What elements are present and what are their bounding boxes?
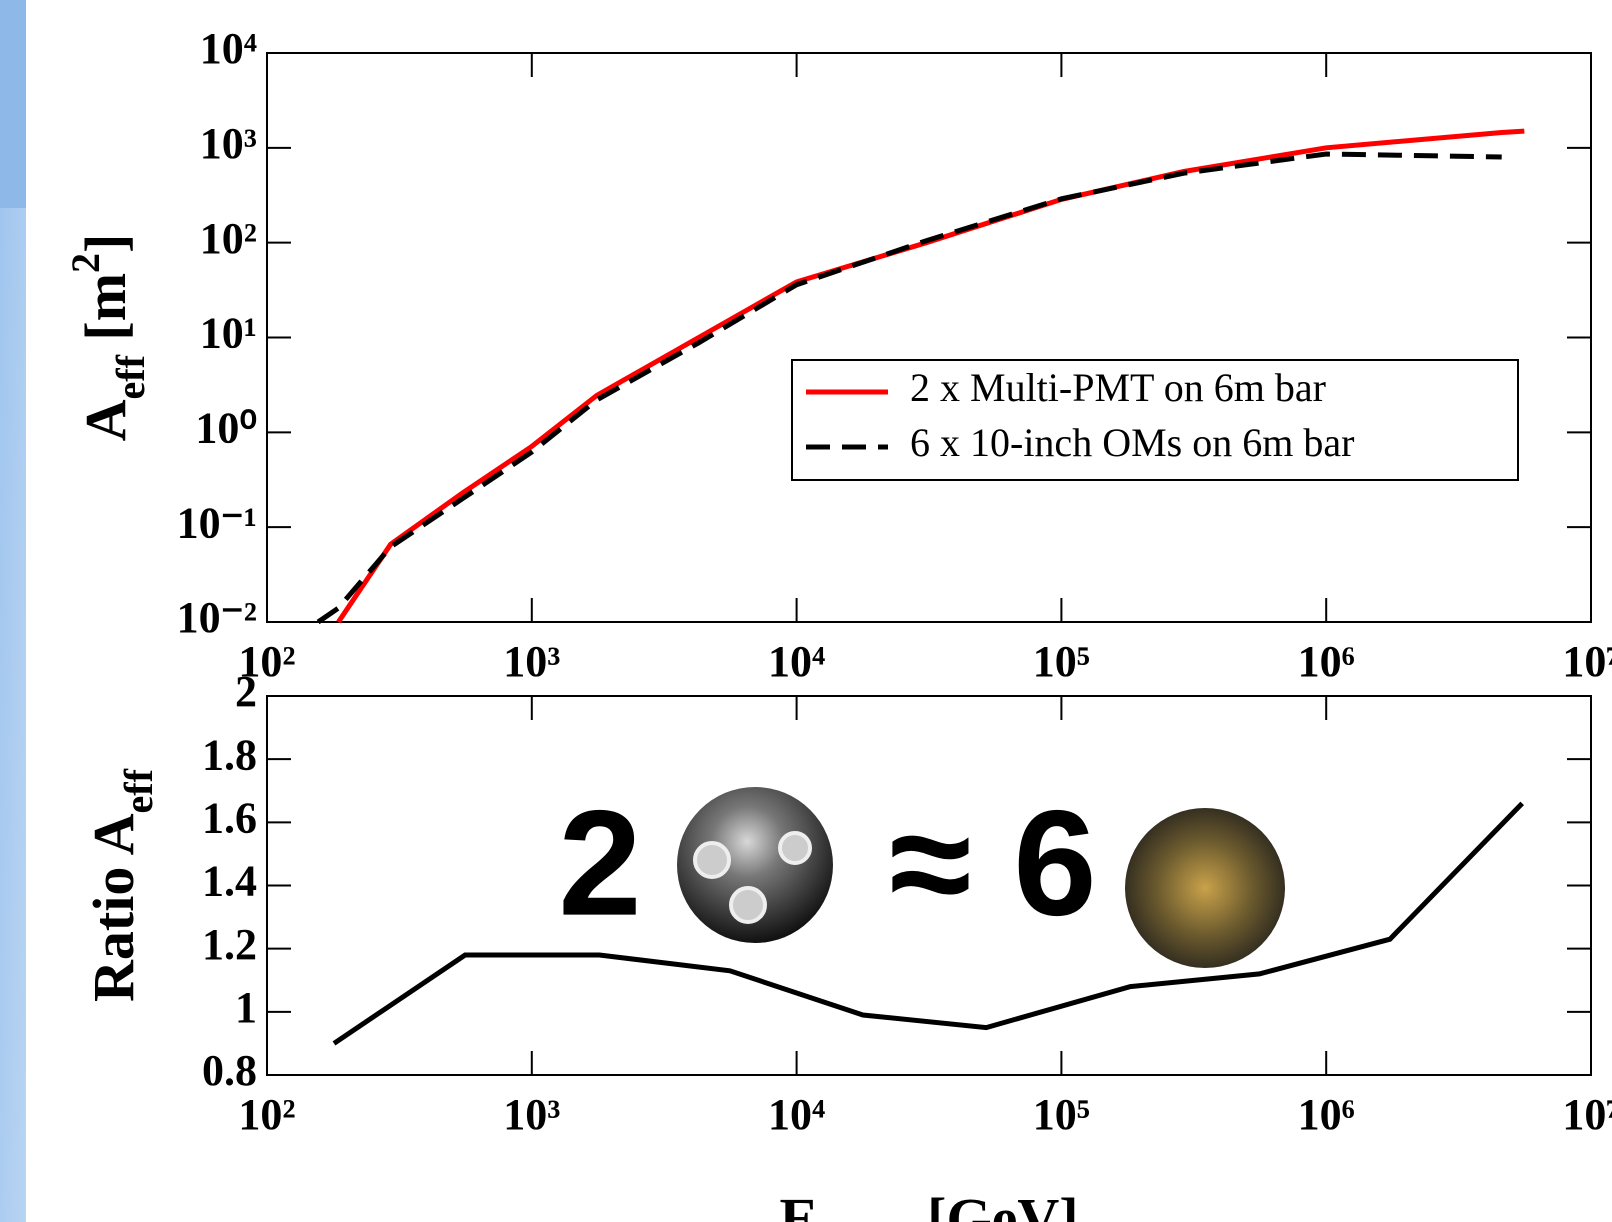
y-tick-label: 1.8 (202, 730, 257, 779)
y-tick-label: 10⁻¹ (177, 498, 257, 547)
x-tick-label: 10⁵ (1033, 1090, 1090, 1139)
annotation: ≈ 6 (889, 779, 1096, 947)
x-tick-label: 10⁷ (1562, 637, 1612, 686)
side-strip-top (0, 0, 26, 208)
x-tick-label: 10⁶ (1298, 637, 1355, 686)
y-tick-label: 10⁴ (200, 24, 257, 73)
x-tick-label: 10³ (503, 637, 560, 686)
x-tick-label: 10³ (503, 1090, 560, 1139)
axis-label-part: ] (73, 234, 138, 253)
axis-label-part: eff (108, 354, 153, 399)
axis-label-part: [m (73, 273, 138, 355)
y-tick-label: 2 (235, 667, 257, 716)
y-tick-label: 10¹ (200, 309, 257, 358)
plots: 10²10³10⁴10⁵10⁶10⁷10⁻²10⁻¹10⁰10¹10²10³10… (63, 24, 1612, 1222)
y-tick-label: 1.2 (202, 920, 257, 969)
pmt (780, 833, 810, 863)
x-tick-label: 10⁴ (768, 637, 825, 686)
om-image (1125, 808, 1285, 968)
x-tick-label: 10⁶ (1298, 1090, 1355, 1139)
x-tick-label: 10⁵ (1033, 637, 1090, 686)
page: {"chart_data": [ {"type": "line", "xscal… (0, 0, 1612, 1222)
x-tick-label: 10⁴ (768, 1090, 825, 1139)
y-tick-label: 10³ (200, 119, 257, 168)
axis-label-part: 2 (63, 253, 108, 273)
axis-label-part: [GeV] (913, 1186, 1079, 1222)
y-tick-label: 1.4 (202, 857, 257, 906)
axis-label-part: E (779, 1186, 818, 1222)
axis-label: Eν,MC [GeV] (779, 1186, 1078, 1222)
annotation: 2 (558, 779, 641, 947)
y-tick-label: 1 (235, 983, 257, 1032)
y-tick-label: 1.6 (202, 793, 257, 842)
legend-label: 6 x 10-inch OMs on 6m bar (910, 420, 1354, 465)
pmt (731, 888, 765, 922)
axis-label: Ratio Aeff (81, 768, 160, 1002)
axis-label-part: A (73, 399, 138, 441)
y-tick-label: 10⁻² (177, 593, 257, 642)
axis-label-part: Ratio A (81, 813, 146, 1002)
y-tick-label: 10⁰ (195, 403, 257, 452)
pmt (695, 843, 729, 877)
y-tick-label: 10² (200, 214, 257, 263)
y-tick-label: 0.8 (202, 1046, 257, 1095)
axis-label-part: eff (116, 768, 161, 813)
x-tick-label: 10² (238, 1090, 295, 1139)
legend-label: 2 x Multi-PMT on 6m bar (910, 365, 1326, 410)
plot-frame (267, 53, 1591, 622)
x-tick-label: 10⁷ (1562, 1090, 1612, 1139)
chart: 10²10³10⁴10⁵10⁶10⁷10⁻²10⁻¹10⁰10¹10²10³10… (0, 0, 1612, 1222)
axis-label: Aeff [m2] (63, 234, 153, 442)
